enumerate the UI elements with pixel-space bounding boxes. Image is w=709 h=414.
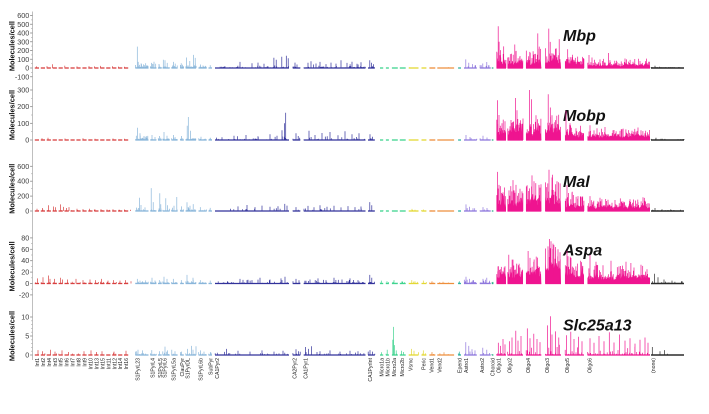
svg-text:Mobp: Mobp <box>563 108 606 125</box>
svg-text:Int15: Int15 <box>100 358 106 370</box>
svg-text:Astro1: Astro1 <box>464 358 470 373</box>
svg-text:600: 600 <box>17 162 29 171</box>
svg-text:0: 0 <box>25 351 29 360</box>
svg-text:0: 0 <box>25 207 29 216</box>
svg-text:CA2Pyr2: CA2Pyr2 <box>293 358 299 379</box>
svg-text:Vend2: Vend2 <box>437 358 443 373</box>
svg-text:Peric: Peric <box>422 358 428 370</box>
svg-text:Aspa: Aspa <box>562 243 602 260</box>
svg-text:Oligo4: Oligo4 <box>526 358 532 373</box>
svg-text:Choroid: Choroid <box>491 358 497 376</box>
svg-text:Int4: Int4 <box>47 358 53 367</box>
svg-text:S1PyrL6b: S1PyrL6b <box>199 358 205 381</box>
svg-text:Int11: Int11 <box>106 358 112 369</box>
svg-text:Slc25a13: Slc25a13 <box>563 318 632 335</box>
svg-text:Int9: Int9 <box>83 358 89 367</box>
svg-text:Molecules/cell: Molecules/cell <box>8 241 17 291</box>
svg-text:Int8: Int8 <box>77 358 83 367</box>
svg-text:80: 80 <box>21 233 29 242</box>
svg-text:Int1: Int1 <box>35 358 41 367</box>
svg-text:Oligo6: Oligo6 <box>588 358 594 373</box>
svg-text:100: 100 <box>17 55 29 64</box>
svg-text:Mbp: Mbp <box>563 28 596 45</box>
svg-text:(none): (none) <box>651 358 657 373</box>
svg-text:Molecules/cell: Molecules/cell <box>8 90 17 140</box>
svg-text:10: 10 <box>21 313 29 322</box>
svg-text:Int2: Int2 <box>41 358 47 367</box>
svg-text:200: 200 <box>17 46 29 55</box>
svg-text:Int7: Int7 <box>71 358 77 367</box>
svg-text:Int16: Int16 <box>124 358 130 370</box>
svg-text:CA1Pyr2: CA1Pyr2 <box>215 358 221 379</box>
svg-text:300: 300 <box>17 85 29 94</box>
svg-text:Molecules/cell: Molecules/cell <box>8 311 17 361</box>
svg-text:Int10: Int10 <box>88 358 94 370</box>
svg-text:40: 40 <box>21 256 29 265</box>
svg-text:S1PyrL4: S1PyrL4 <box>150 358 156 378</box>
svg-text:600: 600 <box>17 11 29 20</box>
svg-text:Oligo1: Oligo1 <box>497 358 503 373</box>
svg-text:Molecules/cell: Molecules/cell <box>8 21 17 71</box>
svg-text:500: 500 <box>17 20 29 29</box>
svg-text:S1PyrL6: S1PyrL6 <box>163 358 169 378</box>
svg-text:Epend: Epend <box>458 358 464 373</box>
svg-text:Astro2: Astro2 <box>480 358 486 373</box>
svg-text:Oligo3: Oligo3 <box>545 358 551 373</box>
svg-text:S1PyrDL: S1PyrDL <box>186 358 192 379</box>
svg-text:0: 0 <box>25 64 29 73</box>
svg-text:CA1PyrInt: CA1PyrInt <box>368 357 374 381</box>
svg-text:SubPyr: SubPyr <box>208 358 214 375</box>
svg-text:Micro1b: Micro1b <box>385 358 391 377</box>
svg-text:-20: -20 <box>19 290 29 299</box>
svg-text:Int14: Int14 <box>118 358 124 370</box>
svg-text:Int3: Int3 <box>53 358 59 367</box>
svg-text:300: 300 <box>17 37 29 46</box>
svg-text:5: 5 <box>25 332 29 341</box>
svg-text:CA1Pyr1: CA1Pyr1 <box>304 358 310 379</box>
svg-text:Int5: Int5 <box>59 358 65 367</box>
svg-text:Vend1: Vend1 <box>429 358 435 373</box>
svg-text:400: 400 <box>17 177 29 186</box>
svg-text:Micro1a: Micro1a <box>380 358 386 377</box>
svg-text:Micro2a: Micro2a <box>392 358 398 377</box>
svg-text:200: 200 <box>17 102 29 111</box>
svg-text:Micro2b: Micro2b <box>400 358 406 377</box>
svg-text:0: 0 <box>25 136 29 145</box>
svg-text:Mal: Mal <box>563 174 590 191</box>
svg-text:S1PyrL5a: S1PyrL5a <box>171 358 177 381</box>
svg-text:100: 100 <box>17 119 29 128</box>
svg-text:ClauPyr: ClauPyr <box>180 358 186 377</box>
svg-text:-100: -100 <box>15 72 29 81</box>
svg-text:Oligo2: Oligo2 <box>508 358 514 373</box>
svg-text:S1PyrL23: S1PyrL23 <box>135 358 141 381</box>
svg-text:Int12: Int12 <box>112 358 118 370</box>
svg-text:S1PyrL5: S1PyrL5 <box>158 358 164 378</box>
svg-text:400: 400 <box>17 29 29 38</box>
svg-text:0: 0 <box>25 279 29 288</box>
svg-text:Vsmc: Vsmc <box>409 358 415 371</box>
svg-text:200: 200 <box>17 192 29 201</box>
svg-text:Int13: Int13 <box>94 358 100 370</box>
svg-text:60: 60 <box>21 245 29 254</box>
svg-text:20: 20 <box>21 268 29 277</box>
svg-text:Molecules/cell: Molecules/cell <box>8 164 17 214</box>
svg-text:Oligo5: Oligo5 <box>565 358 571 373</box>
svg-text:Int6: Int6 <box>65 358 71 367</box>
